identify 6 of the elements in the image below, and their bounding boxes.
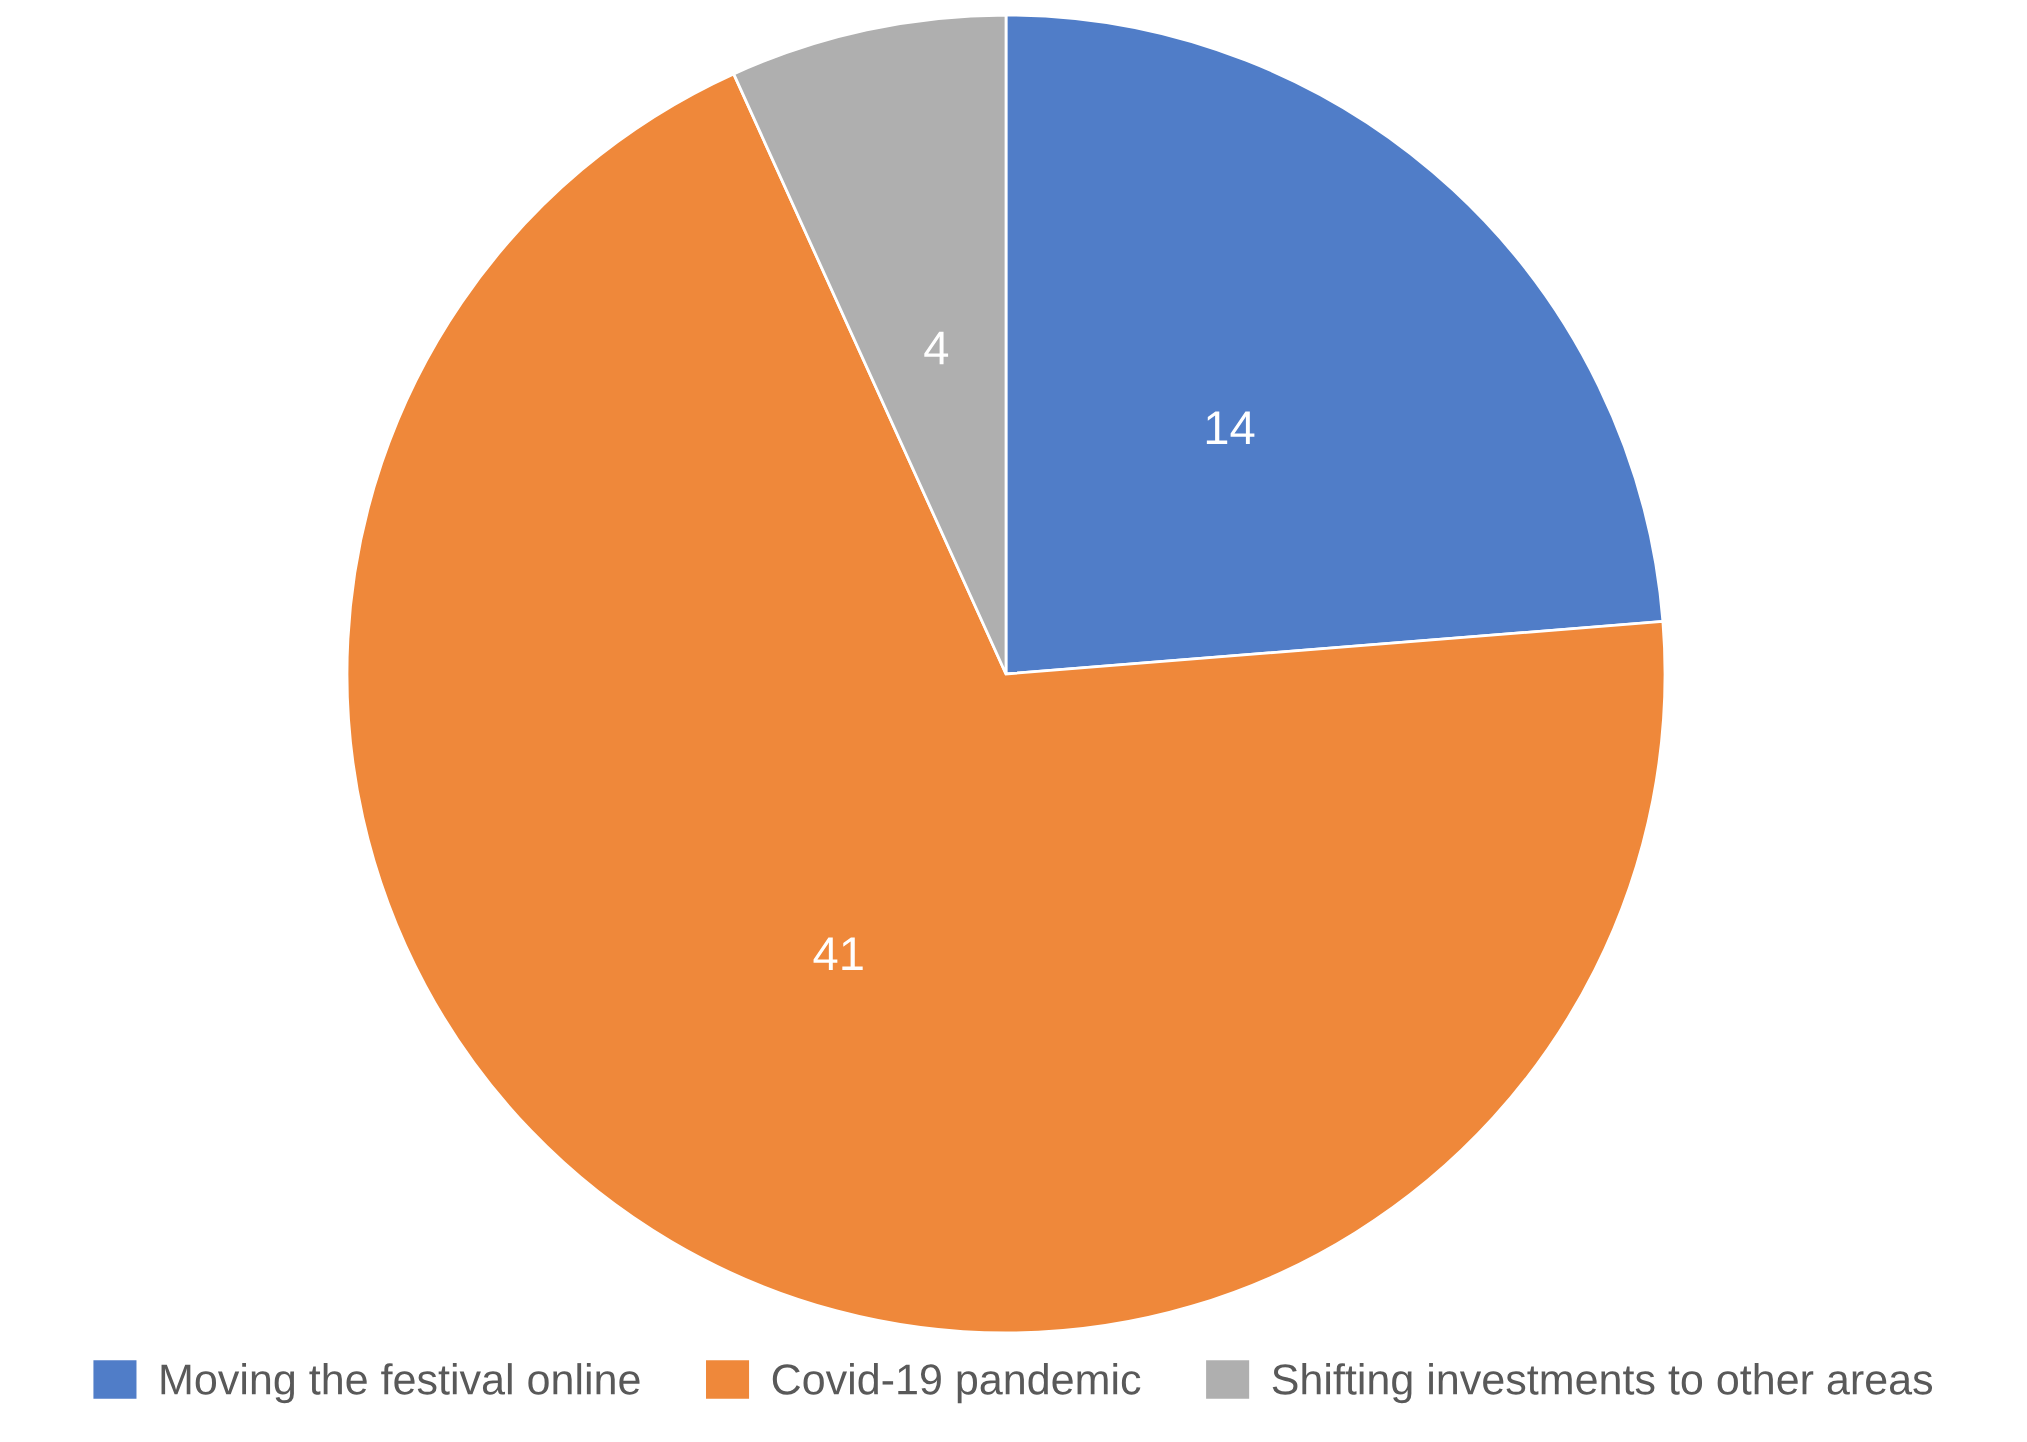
legend-label: Shifting investments to other areas [1272,1363,1933,1404]
legend-label: Covid-19 pandemic [772,1363,1141,1404]
legend-label: Moving the festival online [161,1363,640,1404]
data-label: 41 [813,937,863,971]
data-label: 14 [1206,411,1255,445]
data-label: 4 [924,331,949,365]
